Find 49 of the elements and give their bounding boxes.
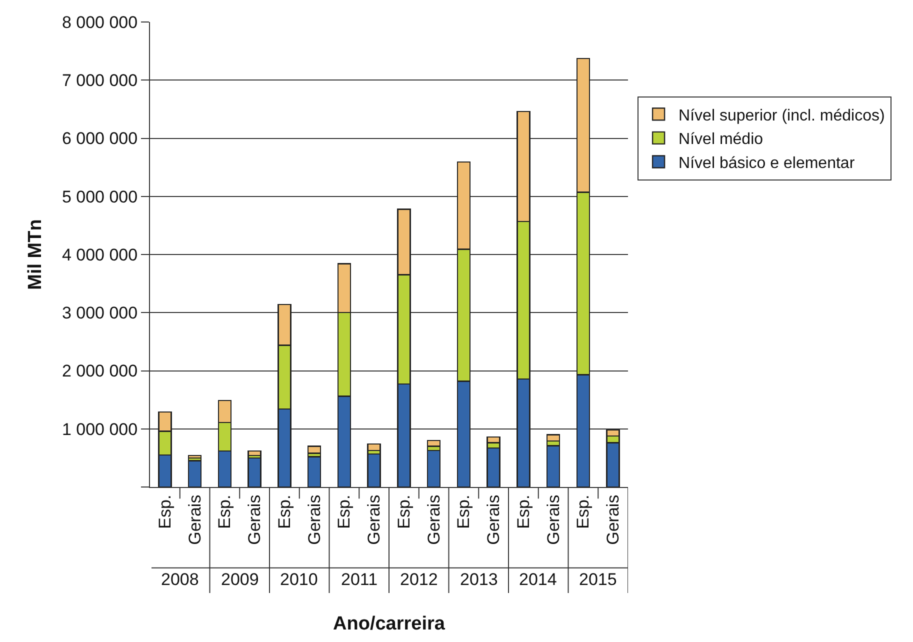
x-tick-label: Gerais <box>544 494 563 545</box>
x-tick-label: Esp. <box>394 494 414 529</box>
x-tick-label: Esp. <box>274 494 294 529</box>
text: 2009 <box>221 570 259 589</box>
x-tick-label: Esp. <box>155 494 174 529</box>
legend-label: Nível básico e elementar <box>678 154 856 172</box>
x-tick-label: Gerais <box>364 494 384 545</box>
y-tick-label: 4 000 000 <box>62 245 138 264</box>
bar <box>546 445 560 487</box>
x-tick-label: Gerais <box>604 494 623 545</box>
x-tick-label: Gerais <box>185 494 204 545</box>
text: 2011 <box>341 570 378 589</box>
y-tick-label: 1 000 000 <box>62 420 138 439</box>
x-tick-label: Esp. <box>514 494 533 529</box>
bar <box>426 450 441 487</box>
y-tick-label: 2 000 000 <box>62 362 138 381</box>
x-tick-label: Gerais <box>245 494 264 545</box>
y-tick-label: 5 000 000 <box>62 187 138 206</box>
x-tick-label: Gerais <box>424 494 444 545</box>
bar <box>367 453 381 487</box>
text: 2010 <box>280 570 318 589</box>
bar <box>486 447 500 487</box>
y-axis-title: Mil MTn <box>24 219 46 290</box>
bar <box>367 443 381 451</box>
x-tick-label: Esp. <box>215 494 234 529</box>
bar <box>307 456 322 487</box>
bar <box>248 450 262 456</box>
bar <box>188 455 202 459</box>
legend-label: Nível superior (incl. médicos) <box>678 107 885 124</box>
y-tick-label: 7 000 000 <box>62 71 138 90</box>
text: 2012 <box>400 570 438 589</box>
bar <box>307 446 322 454</box>
y-tick-label: 6 000 000 <box>62 129 138 148</box>
x-tick-label: Esp. <box>334 494 354 529</box>
x-axis-title: Ano/carreira <box>333 614 446 635</box>
y-tick-label: 8 000 000 <box>62 12 138 32</box>
x-tick-label: Esp. <box>574 494 593 529</box>
bar <box>188 460 202 487</box>
text: 2014 <box>519 570 557 589</box>
bar <box>248 457 262 487</box>
bar <box>426 440 441 447</box>
x-tick-label: Esp. <box>454 494 474 529</box>
text: 2015 <box>579 570 617 589</box>
legend-label: Nível médio <box>678 131 764 148</box>
text: 2013 <box>460 570 498 589</box>
y-tick-label: 3 000 000 <box>62 304 138 323</box>
x-tick-label: Gerais <box>304 494 324 545</box>
x-tick-label: Gerais <box>484 494 504 545</box>
text: 2008 <box>161 570 199 589</box>
